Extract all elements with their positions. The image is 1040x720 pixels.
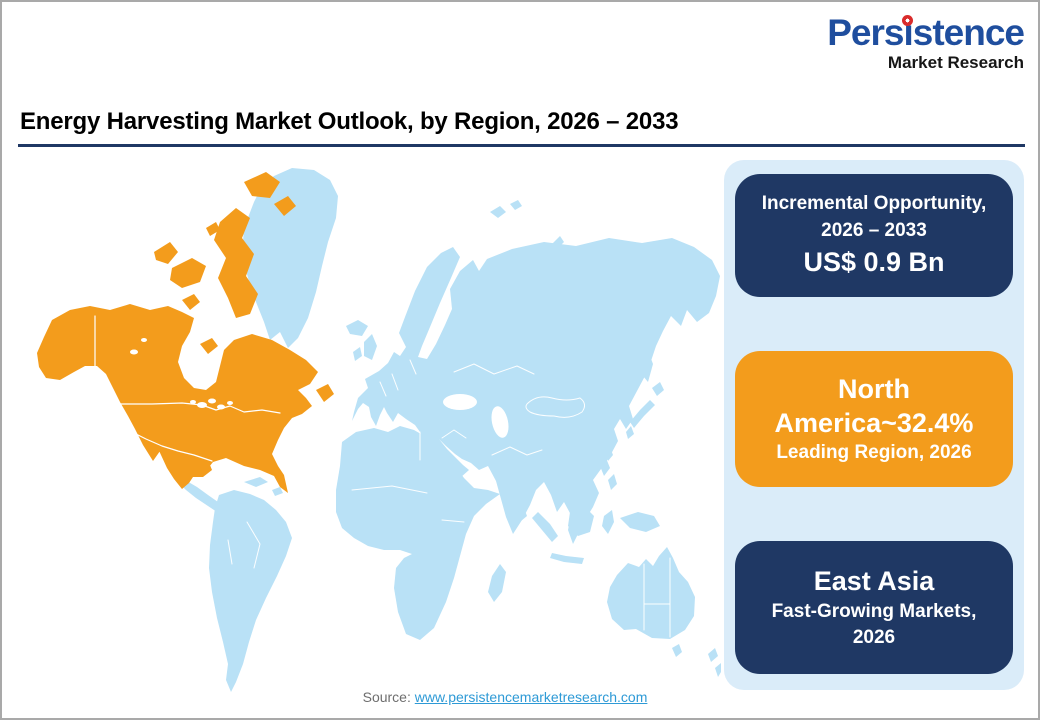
page-title: Energy Harvesting Market Outlook, by Reg… <box>20 108 679 135</box>
source-line: Source: www.persistencemarketresearch.co… <box>22 689 988 705</box>
africa-region <box>336 426 500 640</box>
stats-panel: Incremental Opportunity, 2026 – 2033 US$… <box>724 160 1024 690</box>
logo-brand-text: Persistence <box>827 12 1025 53</box>
north-america-region <box>37 304 318 493</box>
world-map <box>22 160 722 705</box>
title-underline <box>18 144 1025 147</box>
fast-growing-subtitle-line2: 2026 <box>852 627 896 649</box>
greenland-region <box>242 168 338 348</box>
leading-region-title: North America~32.4% <box>774 373 974 438</box>
logo-tagline: Market Research <box>887 53 1024 72</box>
australia-region <box>607 547 695 639</box>
incremental-opportunity-label-line2: 2026 – 2033 <box>821 219 927 241</box>
incremental-opportunity-value: US$ 0.9 Bn <box>803 247 945 278</box>
pmr-logo: Persistence Market Research <box>827 12 1025 72</box>
fast-growing-title: East Asia <box>813 566 935 597</box>
fast-growing-subtitle-line1: Fast-Growing Markets, <box>771 600 977 622</box>
incremental-opportunity-card: Incremental Opportunity, 2026 – 2033 US$… <box>735 174 1013 297</box>
fast-growing-card: East Asia Fast-Growing Markets, 2026 <box>735 541 1013 674</box>
south-america-region <box>209 490 292 692</box>
source-link[interactable]: www.persistencemarketresearch.com <box>414 689 648 705</box>
leading-region-card: North America~32.4% Leading Region, 2026 <box>735 351 1013 487</box>
source-label: Source: <box>362 689 411 705</box>
logo-red-dot-icon: i <box>902 12 914 53</box>
incremental-opportunity-label-line1: Incremental Opportunity, <box>761 193 987 215</box>
leading-region-subtitle: Leading Region, 2026 <box>776 442 972 464</box>
